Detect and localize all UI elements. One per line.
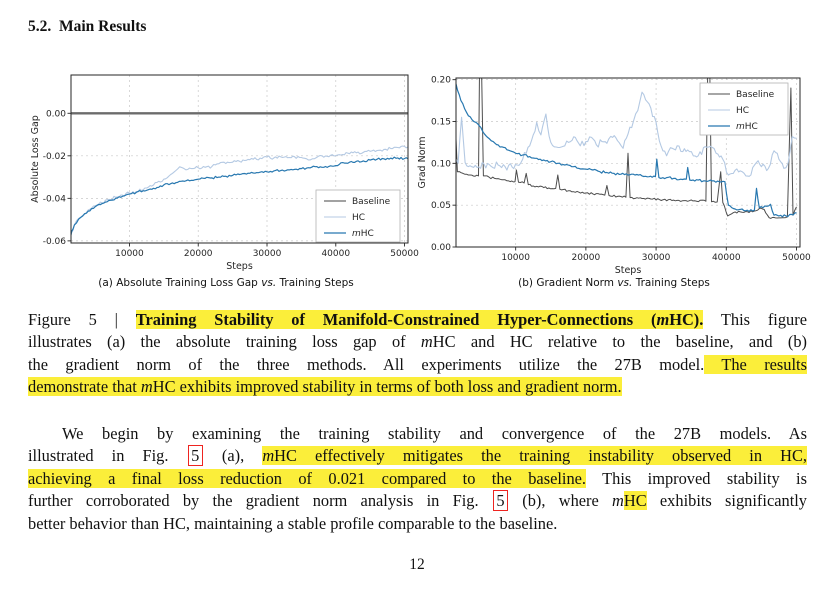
text-run: better behavior than HC, maintaining a s… — [28, 513, 558, 533]
figure-5a-chart: 10000 20000 30000 40000 50000 0.00 -0.02 -0.04 -… — [30, 66, 422, 283]
page-number: 12 — [409, 556, 425, 573]
caption-line: the gradient norm of the three methods. … — [28, 354, 807, 376]
text-run: (b), where — [509, 491, 613, 511]
figure-5b-chart: 10000 20000 30000 40000 50000 0.00 0.05 0.10 0.1… — [417, 66, 811, 283]
body-paragraph: We begin by examining the training stabi… — [28, 423, 808, 535]
text-run: HC and HC relative to the baseline, and … — [432, 332, 807, 352]
svg-text:20000: 20000 — [184, 249, 213, 259]
text-run: This improved stability is — [586, 468, 807, 488]
svg-text:40000: 40000 — [712, 253, 741, 263]
svg-text:0.05: 0.05 — [431, 201, 451, 211]
text-run: We begin by examining the training stabi… — [62, 424, 807, 443]
svg-text:50000: 50000 — [390, 249, 419, 259]
figure-ref-link[interactable]: 5 — [187, 445, 203, 467]
svg-text:Baseline: Baseline — [736, 90, 775, 100]
svg-text:-0.06: -0.06 — [43, 237, 67, 247]
grad-norm-chart: 10000 20000 30000 40000 50000 0.00 0.05 0.10 0.1… — [417, 76, 811, 276]
caption-line: illustrates (a) the absolute training lo… — [28, 331, 807, 353]
svg-text:0.00: 0.00 — [431, 243, 451, 253]
svg-text:HC: HC — [352, 213, 365, 223]
text-run: achieving a final loss reduction of 0.02… — [28, 468, 587, 488]
svg-text:Grad Norm: Grad Norm — [417, 136, 428, 188]
subcaption-a: (a) Absolute Training Loss Gap vs. Train… — [30, 277, 422, 289]
text-run: illustrated in Fig. — [28, 446, 187, 466]
svg-text:50000: 50000 — [782, 253, 811, 263]
section-heading: 5.2. Main Results — [28, 18, 147, 35]
text-run: further corroborated by the gradient nor… — [28, 491, 492, 511]
svg-text:Absolute Loss Gap: Absolute Loss Gap — [30, 115, 41, 203]
figure-ref-link[interactable]: 5 — [492, 490, 509, 512]
body-line: achieving a final loss reduction of 0.02… — [28, 468, 807, 490]
text-run: This figure — [703, 310, 807, 329]
text-run: m — [612, 491, 624, 511]
text-run: exhibits significantly — [646, 491, 807, 511]
text-run: HC). — [669, 310, 704, 329]
text-run: m — [140, 377, 153, 397]
svg-text:-0.02: -0.02 — [43, 152, 66, 162]
body-line: illustrated in Fig. 5 (a), mHC effective… — [28, 445, 808, 467]
svg-text:Steps: Steps — [226, 261, 253, 272]
body-line: further corroborated by the gradient nor… — [28, 490, 807, 512]
svg-text:30000: 30000 — [642, 253, 671, 263]
text-run: demonstrate that — [28, 377, 141, 397]
text-run: vs. — [617, 277, 633, 289]
svg-text:0.00: 0.00 — [46, 109, 66, 119]
text-run: HC exhibits improved stability in terms … — [152, 377, 622, 397]
svg-text:30000: 30000 — [253, 249, 282, 259]
figure-caption: Figure 5 | Training Stability of Manifol… — [28, 309, 807, 399]
svg-text:0.15: 0.15 — [431, 118, 451, 128]
text-run: (a) Absolute Training Loss Gap — [98, 277, 262, 289]
svg-text:20000: 20000 — [572, 253, 601, 263]
svg-text:Baseline: Baseline — [352, 197, 391, 207]
svg-text:-0.04: -0.04 — [43, 194, 67, 204]
svg-text:10000: 10000 — [501, 253, 530, 263]
svg-text:10000: 10000 — [115, 249, 144, 259]
text-run: m — [420, 332, 433, 352]
text-run: Training Steps — [276, 277, 354, 289]
text-run: HC — [623, 491, 647, 511]
svg-text:40000: 40000 — [321, 249, 350, 259]
text-run: illustrates (a) the absolute training lo… — [28, 332, 421, 352]
text-run: the gradient norm of the three methods. … — [28, 354, 705, 374]
body-line: better behavior than HC, maintaining a s… — [28, 513, 807, 535]
loss-gap-chart: 10000 20000 30000 40000 50000 0.00 -0.02 -0.04 -… — [30, 74, 419, 272]
svg-text:0.20: 0.20 — [431, 76, 451, 86]
svg-text:0.10: 0.10 — [431, 159, 451, 169]
body-line: We begin by examining the training stabi… — [28, 423, 807, 445]
text-run: (b) Gradient Norm — [518, 277, 618, 289]
text-run: m — [262, 446, 275, 466]
svg-text:mHC: mHC — [736, 122, 758, 132]
text-run: (a), — [203, 446, 263, 466]
svg-text:mHC: mHC — [352, 229, 374, 239]
subcaption-b: (b) Gradient Norm vs. Training Steps — [418, 277, 810, 289]
text-run: Figure 5 | — [28, 310, 136, 329]
svg-text:HC: HC — [736, 106, 749, 116]
text-run: HC effectively mitigates the training in… — [274, 446, 808, 466]
text-run: Training Steps — [632, 277, 710, 289]
text-run: m — [656, 310, 670, 329]
caption-line: demonstrate that mHC exhibits improved s… — [28, 376, 807, 398]
text-run: vs. — [261, 277, 277, 289]
text-run: The results — [704, 354, 807, 374]
svg-text:Steps: Steps — [615, 265, 642, 276]
caption-line: Figure 5 | Training Stability of Manifol… — [28, 309, 807, 331]
text-run: Training Stability of Manifold-Constrain… — [135, 310, 657, 329]
